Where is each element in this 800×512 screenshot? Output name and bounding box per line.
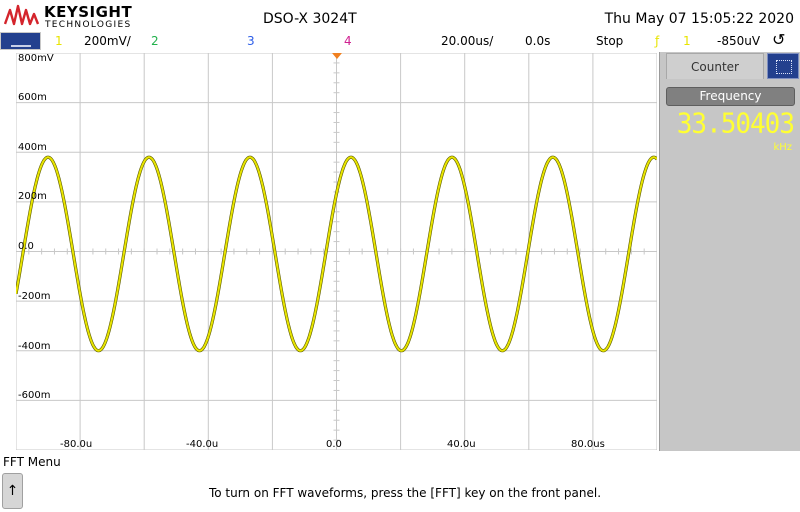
status-bar: 1 200mV/ 2 3 4 20.00us/ 0.0s Stop ƒ 1 -8… xyxy=(0,30,800,51)
frequency-button[interactable]: Frequency xyxy=(666,87,795,106)
model-label: DSO-X 3024T xyxy=(263,11,357,27)
menu-title: FFT Menu xyxy=(3,455,61,469)
time-delay[interactable]: 0.0s xyxy=(525,34,551,48)
keysight-logo: KEYSIGHT TECHNOLOGIES xyxy=(4,2,134,30)
y-tick-label: -600m xyxy=(18,390,51,401)
y-tick-label: 800mV xyxy=(18,53,54,64)
y-tick-label: -400m xyxy=(18,341,51,352)
back-arrow-button[interactable]: ↑ xyxy=(2,473,23,509)
counter-unit: kHz xyxy=(773,142,792,153)
channel-1-waveform xyxy=(16,156,657,352)
counter-value: 33.50403 xyxy=(676,108,795,140)
channel-1-scale[interactable]: 200mV/ xyxy=(84,34,131,48)
brand-name: KEYSIGHT xyxy=(44,3,133,21)
channel-2-label[interactable]: 2 xyxy=(151,34,159,48)
date-time: Thu May 07 15:05:22 2020 xyxy=(604,11,794,27)
x-tick-label: 80.0us xyxy=(571,439,605,450)
graticule-center-ticks xyxy=(16,53,657,450)
channel-4-label[interactable]: 4 xyxy=(344,34,352,48)
tab-counter[interactable]: Counter xyxy=(666,53,764,79)
waveform-display[interactable]: 1 xyxy=(16,53,657,450)
y-tick-label: 600m xyxy=(18,92,47,103)
trigger-level[interactable]: -850uV xyxy=(717,34,761,48)
y-tick-label: -200m xyxy=(18,291,51,302)
y-tick-label: 0.0 xyxy=(18,241,34,252)
brand-subtitle: TECHNOLOGIES xyxy=(45,20,132,30)
trigger-source[interactable]: 1 xyxy=(683,34,691,48)
keysight-wave-icon xyxy=(4,4,40,26)
x-tick-label: 0.0 xyxy=(326,439,342,450)
y-tick-label: 400m xyxy=(18,142,47,153)
trigger-position-marker[interactable] xyxy=(332,53,342,59)
measurement-tab-icon[interactable] xyxy=(767,53,799,79)
x-tick-label: -40.0u xyxy=(186,439,219,450)
x-tick-label: 40.0u xyxy=(447,439,476,450)
trigger-edge-icon: ƒ xyxy=(655,34,660,48)
main-menu-button[interactable] xyxy=(0,32,41,50)
channel-1-label[interactable]: 1 xyxy=(55,34,63,48)
run-state: Stop xyxy=(596,34,624,48)
info-message: To turn on FFT waveforms, press the [FFT… xyxy=(208,486,602,500)
rotate-icon[interactable]: ↺ xyxy=(772,30,786,49)
side-panel: Counter Frequency 33.50403 kHz xyxy=(659,52,800,451)
x-tick-label: -80.0u xyxy=(60,439,93,450)
y-tick-label: 200m xyxy=(18,191,47,202)
softkey-area: FFT Menu ↑ To turn on FFT waveforms, pre… xyxy=(0,452,800,512)
timebase-scale[interactable]: 20.00us/ xyxy=(441,34,494,48)
channel-3-label[interactable]: 3 xyxy=(247,34,255,48)
